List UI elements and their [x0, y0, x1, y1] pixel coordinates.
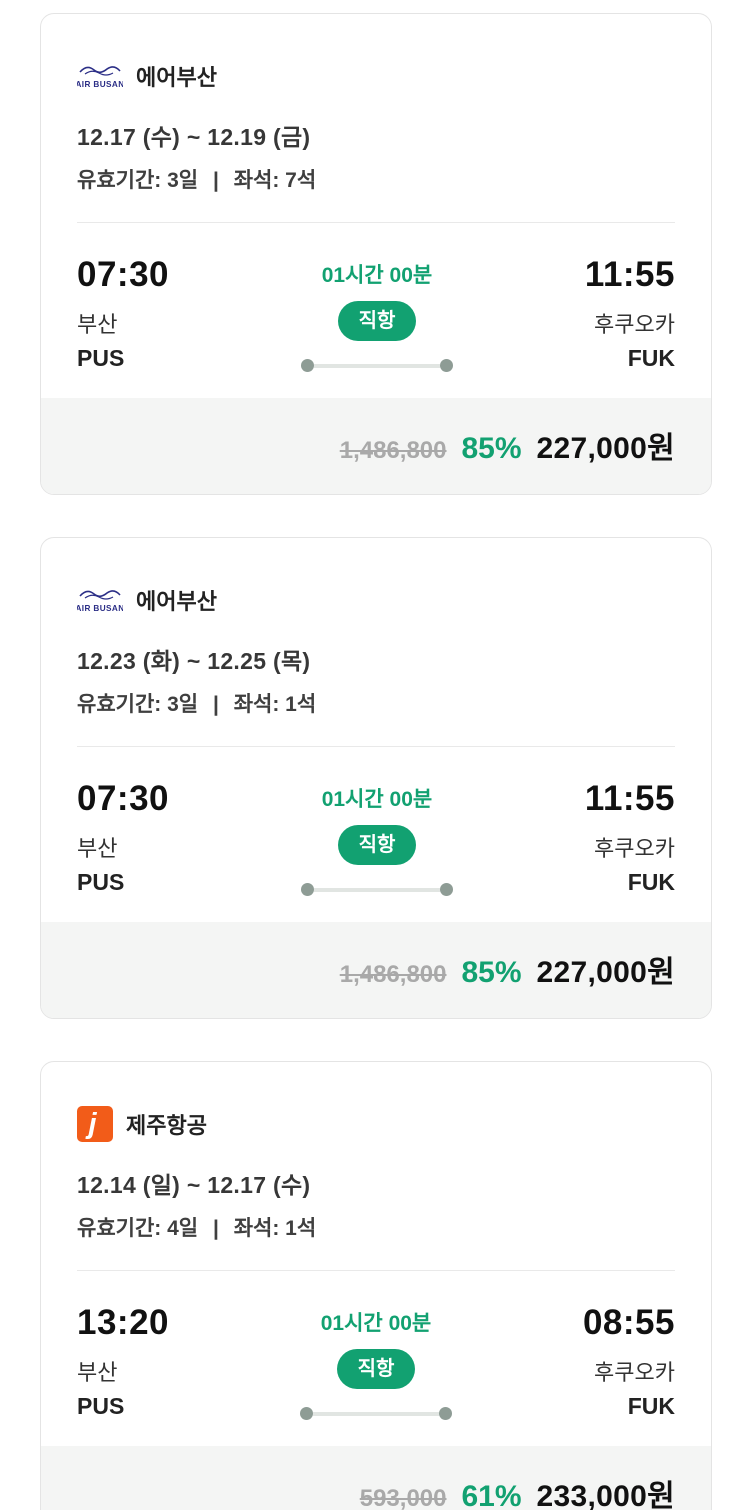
flight-card[interactable]: j 제주항공 12.14 (일) ~ 12.17 (수) 유효기간: 4일 | … [40, 1061, 712, 1510]
meta-separator: | [212, 693, 219, 716]
departure-time: 07:30 [77, 779, 170, 818]
arrival-column: 11:55 후쿠오카 FUK [585, 255, 675, 372]
flight-card-body: j 제주항공 12.14 (일) ~ 12.17 (수) 유효기간: 4일 | … [41, 1062, 711, 1446]
section-divider [77, 746, 675, 747]
flight-card[interactable]: AIR BUSAN 에어부산 12.23 (화) ~ 12.25 (목) 유효기… [40, 537, 712, 1019]
discount-percent: 61% [461, 1480, 522, 1510]
validity-label: 유효기간: 3일 [77, 169, 199, 192]
validity-label: 유효기간: 3일 [77, 693, 199, 716]
flight-route-row: 07:30 부산 PUS 01시간 00분 직항 11:55 후쿠오카 [77, 747, 675, 922]
route-end-dot [439, 359, 453, 372]
arrival-airport-code: FUK [627, 869, 675, 895]
flight-card-list: AIR BUSAN 에어부산 12.17 (수) ~ 12.19 (금) 유효기… [40, 13, 712, 1510]
arrival-city: 후쿠오카 [594, 312, 675, 337]
seats-label: 좌석: 1석 [233, 1217, 317, 1240]
arrival-time: 11:55 [584, 779, 675, 818]
trip-date-range: 12.14 (일) ~ 12.17 (수) [77, 1172, 311, 1198]
airline-name: 에어부산 [136, 65, 217, 90]
seats-label: 좌석: 1석 [233, 693, 317, 716]
route-end-dot [439, 883, 453, 896]
price-footer: 1,486,800 85% 227,000원 [41, 398, 711, 494]
route-line [313, 1411, 439, 1416]
price-footer: 1,486,800 85% 227,000원 [41, 922, 711, 1018]
route-end-dot [439, 1407, 452, 1420]
section-divider [77, 222, 675, 223]
flight-route-row: 13:20 부산 PUS 01시간 00분 직항 08:55 후쿠오카 [77, 1271, 675, 1446]
departure-column: 07:30 부산 PUS [77, 255, 169, 372]
duration-column: 01시간 00분 직항 [292, 255, 462, 372]
airbusan-logo-icon: AIR BUSAN [77, 61, 123, 91]
duration-column: 01시간 00분 직항 [291, 1303, 461, 1420]
departure-time: 07:30 [77, 255, 170, 294]
route-timeline [300, 883, 453, 896]
direct-flight-badge: 직항 [336, 1349, 416, 1389]
price-footer: 593,000 61% 233,000원 [41, 1446, 711, 1510]
airline-row: AIR BUSAN 에어부산 [77, 582, 675, 618]
original-price: 593,000 [359, 1485, 447, 1510]
flight-card-body: AIR BUSAN 에어부산 12.17 (수) ~ 12.19 (금) 유효기… [41, 14, 711, 398]
meta-separator: | [212, 1217, 219, 1240]
discount-percent: 85% [461, 956, 522, 989]
departure-city: 부산 [77, 312, 118, 337]
original-price: 1,486,800 [339, 961, 447, 988]
flight-duration: 01시간 00분 [321, 264, 433, 287]
departure-airport-code: PUS [77, 345, 125, 371]
departure-airport-code: PUS [77, 869, 125, 895]
departure-city: 부산 [77, 836, 118, 861]
route-start-dot [300, 1407, 313, 1420]
svg-text:AIR BUSAN: AIR BUSAN [77, 604, 123, 613]
route-timeline [300, 359, 453, 372]
discount-percent: 85% [461, 432, 522, 465]
arrival-column: 11:55 후쿠오카 FUK [585, 779, 675, 896]
departure-city: 부산 [77, 1360, 118, 1385]
trip-meta: 유효기간: 4일 | 좌석: 1석 [77, 1212, 675, 1242]
flight-route-row: 07:30 부산 PUS 01시간 00분 직항 11:55 후쿠오카 [77, 223, 675, 398]
arrival-city: 후쿠오카 [594, 836, 675, 861]
flight-duration: 01시간 00분 [321, 788, 433, 811]
route-line [313, 887, 440, 892]
departure-column: 07:30 부산 PUS [77, 779, 169, 896]
airline-name: 에어부산 [136, 589, 217, 614]
final-price: 227,000원 [536, 956, 675, 989]
route-line [313, 363, 440, 368]
final-price: 233,000원 [536, 1480, 675, 1510]
direct-flight-badge: 직항 [337, 301, 417, 341]
departure-airport-code: PUS [77, 1393, 125, 1419]
svg-text:AIR BUSAN: AIR BUSAN [77, 80, 123, 89]
route-timeline [300, 1407, 452, 1420]
arrival-airport-code: FUK [627, 1393, 675, 1419]
arrival-time: 08:55 [582, 1303, 675, 1342]
airbusan-logo-icon: AIR BUSAN [77, 585, 123, 615]
airline-name: 제주항공 [126, 1113, 207, 1138]
flight-card[interactable]: AIR BUSAN 에어부산 12.17 (수) ~ 12.19 (금) 유효기… [40, 13, 712, 495]
flight-card-body: AIR BUSAN 에어부산 12.23 (화) ~ 12.25 (목) 유효기… [41, 538, 711, 922]
arrival-column: 08:55 후쿠오카 FUK [583, 1303, 675, 1420]
trip-date-range: 12.23 (화) ~ 12.25 (목) [77, 648, 311, 674]
duration-column: 01시간 00분 직항 [292, 779, 462, 896]
route-start-dot [300, 359, 314, 372]
departure-column: 13:20 부산 PUS [77, 1303, 169, 1420]
direct-flight-badge: 직항 [337, 825, 417, 865]
arrival-time: 11:55 [584, 255, 675, 294]
original-price: 1,486,800 [339, 437, 447, 464]
airline-row: AIR BUSAN 에어부산 [77, 58, 675, 94]
arrival-airport-code: FUK [627, 345, 675, 371]
section-divider [77, 1270, 675, 1271]
trip-meta: 유효기간: 3일 | 좌석: 7석 [77, 164, 675, 194]
trip-meta: 유효기간: 3일 | 좌석: 1석 [77, 688, 675, 718]
seats-label: 좌석: 7석 [233, 169, 317, 192]
jejuair-logo-icon: j [77, 1106, 113, 1142]
airline-row: j 제주항공 [77, 1106, 675, 1142]
arrival-city: 후쿠오카 [594, 1360, 675, 1385]
validity-label: 유효기간: 4일 [77, 1217, 199, 1240]
departure-time: 13:20 [77, 1303, 170, 1342]
final-price: 227,000원 [536, 432, 675, 465]
route-start-dot [300, 883, 314, 896]
trip-date-range: 12.17 (수) ~ 12.19 (금) [77, 124, 311, 150]
flight-duration: 01시간 00분 [320, 1312, 432, 1335]
meta-separator: | [212, 169, 219, 192]
